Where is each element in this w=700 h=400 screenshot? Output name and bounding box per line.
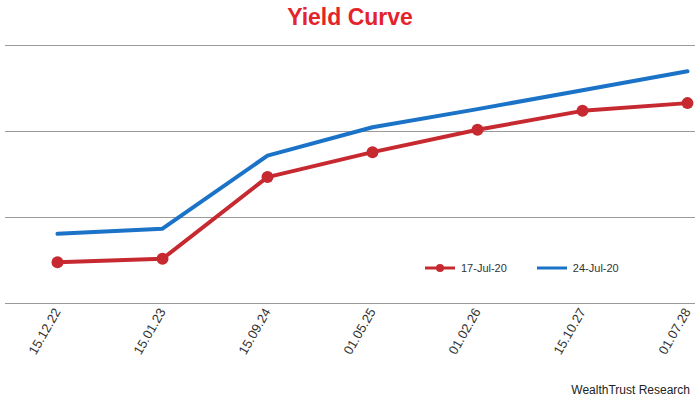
- svg-text:15.12.22: 15.12.22: [25, 306, 63, 357]
- svg-text:01.05.25: 01.05.25: [340, 306, 378, 357]
- html-text:WealthTrust Research: WealthTrust Research: [571, 383, 690, 397]
- html-text:24-Jul-20: 24-Jul-20: [572, 262, 619, 274]
- svg-text:15.10.27: 15.10.27: [550, 306, 588, 357]
- svg-text:01.07.28: 01.07.28: [655, 306, 693, 357]
- html-text:Yield Curve: Yield Curve: [287, 4, 413, 30]
- html-text:17-Jul-20: 17-Jul-20: [461, 262, 507, 274]
- svg-text:01.02.26: 01.02.26: [445, 306, 483, 357]
- svg-text:15.01.23: 15.01.23: [130, 306, 168, 357]
- svg-text:15.09.24: 15.09.24: [235, 306, 273, 357]
